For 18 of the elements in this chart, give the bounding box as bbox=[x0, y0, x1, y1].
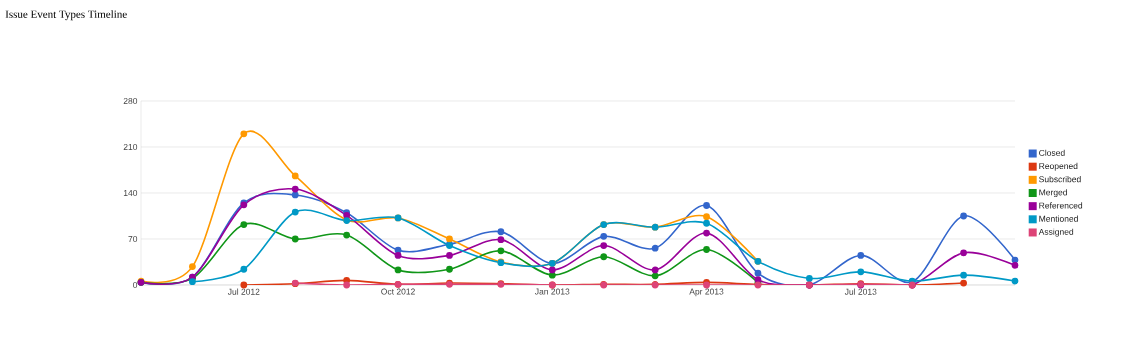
legend-label: Assigned bbox=[1038, 228, 1074, 237]
chart-title: Issue Event Types Timeline bbox=[5, 10, 127, 21]
y-tick-label: 140 bbox=[123, 190, 138, 196]
x-tick-label: Jan 2013 bbox=[534, 288, 570, 295]
legend-label: Referenced bbox=[1039, 202, 1083, 209]
y-tick-label: 0 bbox=[133, 282, 138, 288]
legend-label: Merged bbox=[1039, 189, 1067, 198]
x-tick-label: Jul 2012 bbox=[227, 288, 260, 295]
x-tick-label: Oct 2012 bbox=[381, 288, 415, 295]
legend-label: Closed bbox=[1039, 149, 1065, 156]
x-tick-label: Apr 2013 bbox=[689, 288, 724, 297]
legend-label: Mentioned bbox=[1039, 215, 1078, 222]
legend-label: Reopened bbox=[1039, 162, 1078, 171]
y-tick-label: 70 bbox=[128, 236, 138, 242]
x-tick-label: Jul 2013 bbox=[844, 288, 877, 295]
legend-label: Subscribed bbox=[1039, 176, 1081, 183]
y-tick-label: 210 bbox=[123, 144, 138, 150]
y-tick-label: 280 bbox=[123, 98, 138, 104]
